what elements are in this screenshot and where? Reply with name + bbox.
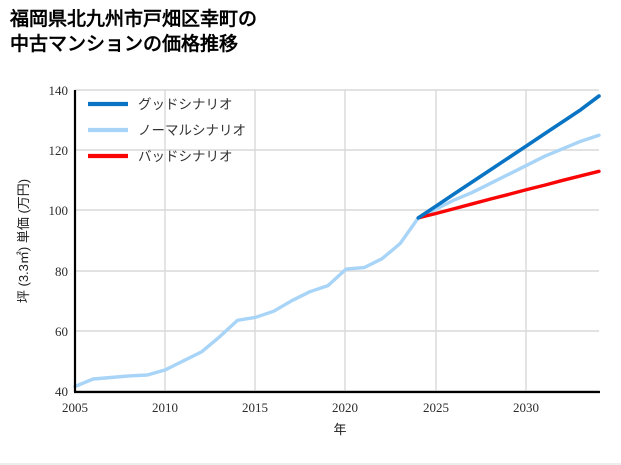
x-tick-label: 2010 [152,400,178,415]
y-tick-label: 100 [49,203,69,218]
legend-label-normal: ノーマルシナリオ [138,123,246,138]
x-tick-label: 2005 [62,400,88,415]
x-axis-title: 年 [333,422,346,437]
y-tick-label: 60 [55,324,68,339]
chart-legend: グッドシナリオ ノーマルシナリオ バッドシナリオ [88,97,246,164]
plot-background [75,90,599,391]
x-tick-label: 2025 [423,400,449,415]
x-tick-label: 2020 [332,400,358,415]
title-line-1: 福岡県北九州市戸畑区幸町の [10,9,258,30]
legend-label-bad: バッドシナリオ [138,149,233,164]
page-title: 福岡県北九州市戸畑区幸町の 中古マンションの価格推移 [10,8,610,57]
x-axis-tick-labels: 2005 2010 2015 2020 2025 2030 [62,400,539,415]
series-line-normal [73,133,601,389]
y-tick-label: 120 [49,143,69,158]
y-tick-label: 40 [55,384,68,399]
legend-label-good: グッドシナリオ [138,97,233,112]
y-axis-title: 坪 (3.3㎡) 単価 (万円) [16,179,31,303]
y-tick-label: 140 [49,83,69,98]
x-tick-label: 2015 [242,400,268,415]
series-line-good [416,94,601,220]
y-axis-tick-labels: 140 120 100 80 60 40 [49,83,69,399]
series-line-bad [416,169,601,220]
title-line-2: 中古マンションの価格推移 [10,33,239,55]
y-tick-label: 80 [55,264,68,279]
x-tick-label: 2030 [513,400,539,415]
